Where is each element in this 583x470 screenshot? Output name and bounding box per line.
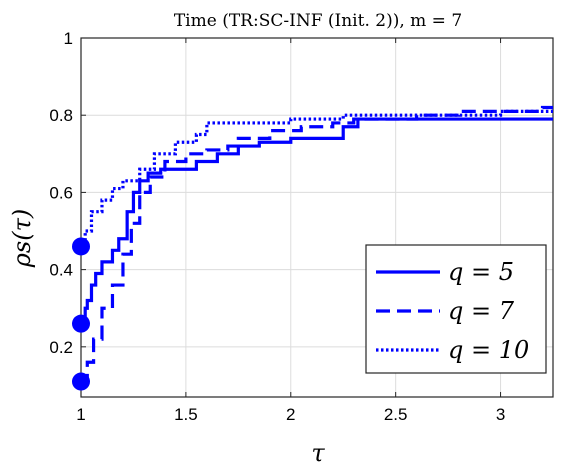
x-tick-label: 2.5 [384,405,408,424]
legend-box [365,244,547,374]
y-tick-label: 0.8 [49,106,73,125]
series-start-marker [72,237,90,256]
legend: q = 5 q = 7 q = 10 [365,244,547,374]
y-axis-label: ρs(τ) [8,209,36,268]
legend-label: q = 10 [448,336,529,364]
y-tick-label: 1 [64,29,73,48]
y-tick-label: 0.4 [49,261,73,280]
series-line [81,105,553,384]
x-tick-label: 2 [286,405,295,424]
y-tick-label: 0.2 [49,338,73,357]
legend-label: q = 5 [448,258,514,286]
legend-label: q = 7 [448,297,515,325]
x-tick-label: 1.5 [174,405,198,424]
x-tick-label: 3 [496,405,505,424]
series-group [81,105,553,384]
y-tick-label: 0.6 [49,183,73,202]
x-tick-label: 1 [76,405,85,424]
x-axis-label: τ [311,439,325,467]
axis-ticks: 1 1.5 2 2.5 3 0.2 0.4 0.6 0.8 1 [49,29,505,424]
chart-title: Time (TR:SC-INF (Init. 2)), m = 7 [174,11,462,31]
series-start-marker [72,314,90,333]
start-markers [72,237,90,391]
series-line [81,109,553,249]
plot-frame [80,37,554,398]
series-line [81,117,553,326]
series-start-marker [72,372,90,391]
